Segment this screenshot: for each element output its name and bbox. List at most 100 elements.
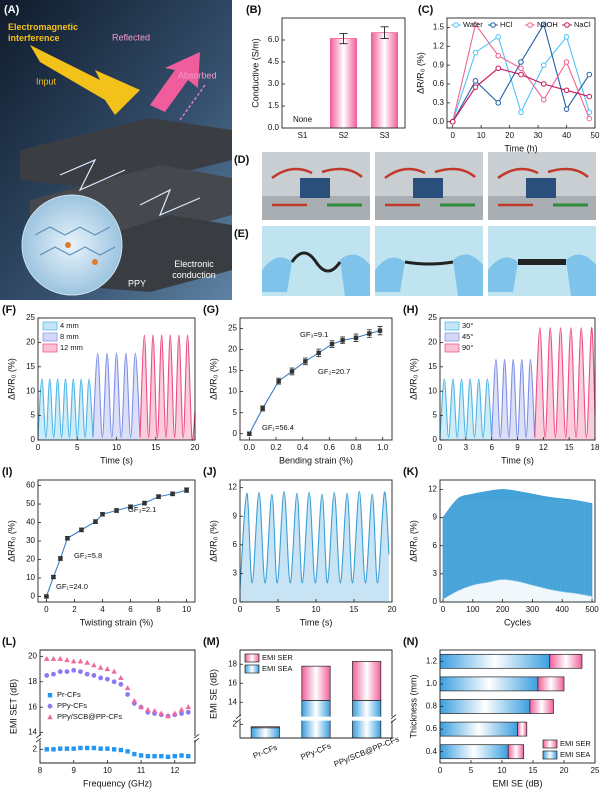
marker [527,22,533,28]
panel-label: (L) [2,636,16,648]
panel-label: (F) [2,304,16,316]
bar-segment [439,721,518,737]
panel-label: (H) [403,304,419,316]
y-tick-label: 0.4 [426,747,438,756]
y-axis-label: ΔR/R₀ (%) [208,520,218,562]
bar-segment [352,661,382,701]
panel-label: (B) [246,4,262,16]
y-tick-label: 0.9 [433,60,445,69]
bar-segment [517,721,528,737]
conduction-line: conduction [172,270,216,280]
marker [495,34,502,40]
plot-frame [39,740,196,764]
marker [472,21,479,28]
series-line [37,378,94,439]
panel-label: (A) [4,4,20,16]
series-line [92,352,141,439]
x-tick-label: 200 [496,605,510,614]
x-tick-label: 30 [534,131,543,140]
x-tick-label: 0.4 [297,443,309,452]
marker [71,667,77,673]
x-tick-label: 0 [438,766,443,775]
marker [185,709,191,715]
marker [472,78,479,84]
marker [84,671,90,677]
x-axis-label: Frequency (GHz) [83,778,152,788]
absorbed-label: Absorbed [178,70,217,80]
marker [564,22,570,28]
y-tick-label: 0 [31,435,36,444]
marker [540,96,547,103]
y-tick-label: 6.0 [268,35,280,44]
marker [540,21,547,28]
y-tick-label: 0.8 [426,702,438,711]
value-label: None [293,115,313,124]
panel-label: (E) [234,228,249,240]
annotation: GF₃=9.1 [300,330,328,339]
marker [111,668,117,674]
x-axis-label: Twisting strain (%) [80,617,154,627]
y-axis-label: ΔR/R₀ (%) [415,52,425,94]
marker [111,747,117,752]
marker [57,655,64,661]
marker [64,746,70,751]
y-tick-label: 50 [26,499,35,508]
x-tick-label: 0 [438,443,443,452]
marker [490,22,496,28]
panel-label: (I) [2,466,13,478]
y-tick-label: 30 [26,536,35,545]
x-tick-label: 0 [238,605,243,614]
x-tick-label: 25 [591,766,600,775]
x-tick-label: 0 [450,131,455,140]
x-tick-label: Pr-CFs [252,743,279,761]
marker [276,378,281,384]
atom [92,259,98,265]
bar-segment [301,665,331,701]
marker [145,753,151,759]
legend-label: 45° [462,332,473,341]
bar-segment [549,653,583,669]
y-axis-label: EMI SET (dB) [8,679,18,734]
y-tick-label: 5 [433,411,438,420]
y-axis-label: ΔR/R₀ (%) [208,358,218,400]
marker [44,747,49,752]
marker [472,49,479,56]
marker [377,328,383,333]
reflected-label: Reflected [112,32,150,42]
marker [104,676,110,682]
x-tick-label: PPy-CFs [299,741,332,761]
marker [170,491,175,497]
x-tick-label: 8 [156,605,161,614]
bar-segment [439,744,509,760]
marker [453,22,459,28]
marker [472,84,479,90]
x-tick-label: 20 [560,766,569,775]
marker [165,713,171,719]
marker [78,669,83,675]
marker [131,697,138,703]
atom [65,242,71,248]
marker [58,556,63,561]
marker [165,754,171,760]
y-tick-label: 18 [228,659,237,668]
input-arrow [30,45,140,115]
y-tick-label: 20 [26,555,35,564]
x-tick-label: 20 [191,443,200,452]
y-tick-label: 10 [26,573,35,582]
conduction-line: Electronic [174,259,214,269]
error-bar [380,26,389,39]
marker [178,706,185,712]
y-tick-label: 60 [26,481,35,490]
marker [179,711,184,716]
x-tick-label: 500 [585,605,599,614]
legend-swatch [444,332,460,342]
marker [540,62,547,68]
bar-segment [439,676,539,692]
legend-label: Pr-CFs [57,690,81,699]
legend-label: NaOH [537,20,558,29]
legend-swatch [42,321,58,331]
marker [70,658,77,664]
marker [78,745,83,751]
x-tick-label: 20 [388,605,397,614]
